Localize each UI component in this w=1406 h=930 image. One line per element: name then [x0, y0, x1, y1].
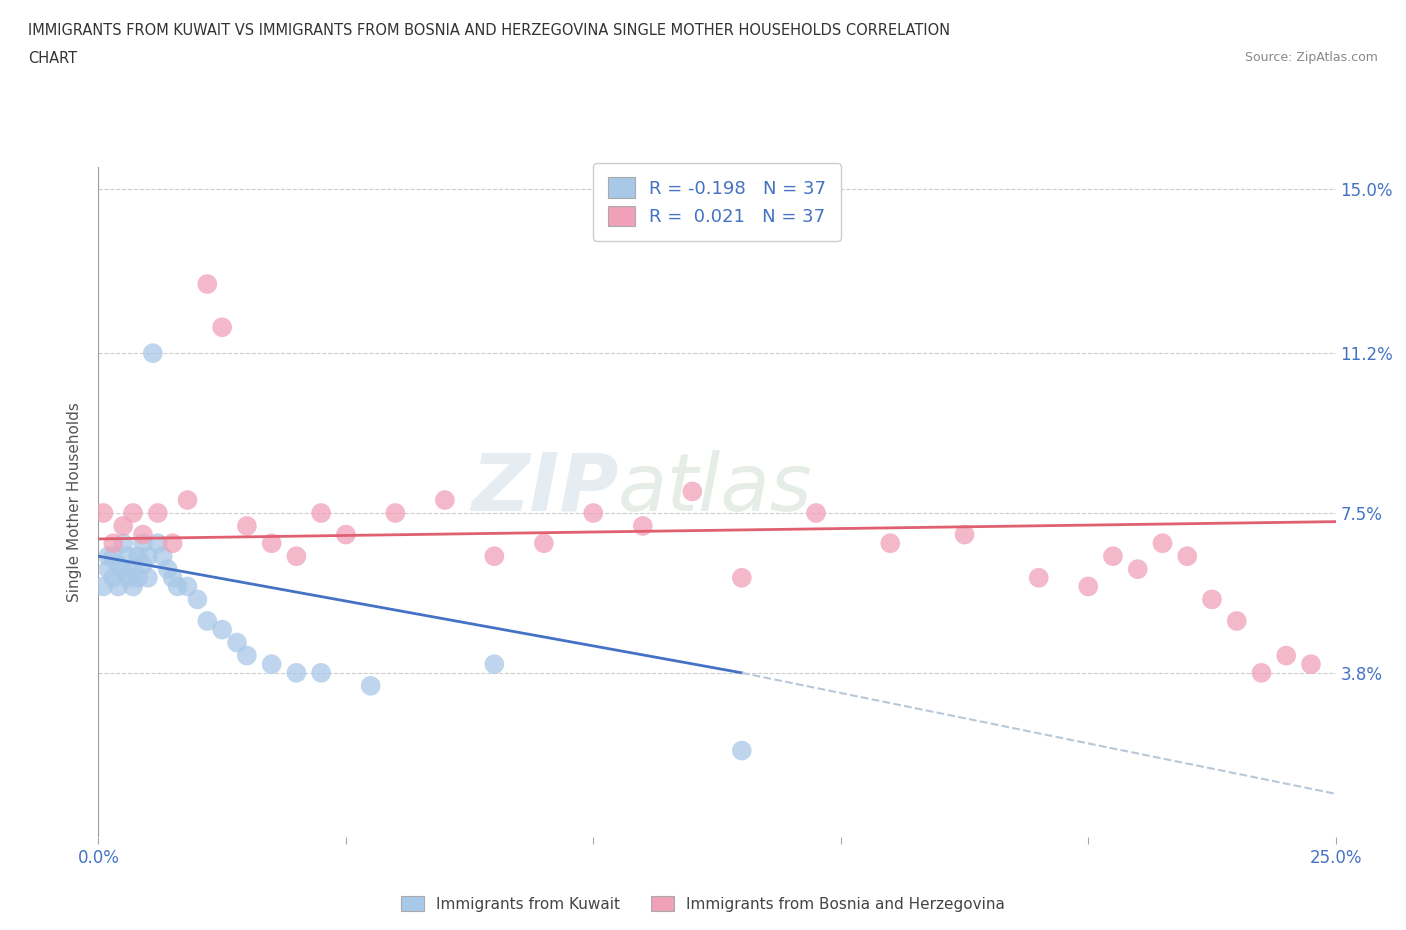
- Point: [731, 570, 754, 585]
- Point: [107, 579, 129, 594]
- Point: [1028, 570, 1050, 585]
- Y-axis label: Single Mother Households: Single Mother Households: [67, 403, 83, 602]
- Point: [226, 635, 249, 650]
- Point: [146, 536, 169, 551]
- Point: [93, 506, 115, 521]
- Point: [260, 657, 283, 671]
- Point: [360, 678, 382, 693]
- Point: [236, 648, 259, 663]
- Point: [156, 562, 179, 577]
- Point: [1126, 562, 1149, 577]
- Point: [142, 346, 165, 361]
- Point: [122, 562, 145, 577]
- Point: [1152, 536, 1174, 551]
- Point: [681, 484, 703, 498]
- Point: [582, 506, 605, 521]
- Point: [260, 536, 283, 551]
- Point: [103, 536, 125, 551]
- Point: [176, 579, 198, 594]
- Point: [132, 557, 155, 572]
- Point: [93, 579, 115, 594]
- Point: [107, 557, 129, 572]
- Point: [309, 665, 332, 680]
- Point: [953, 527, 976, 542]
- Point: [117, 549, 139, 564]
- Legend: Immigrants from Kuwait, Immigrants from Bosnia and Herzegovina: Immigrants from Kuwait, Immigrants from …: [395, 889, 1011, 918]
- Point: [1299, 657, 1322, 671]
- Point: [309, 506, 332, 521]
- Point: [122, 579, 145, 594]
- Point: [166, 579, 188, 594]
- Point: [384, 506, 406, 521]
- Text: atlas: atlas: [619, 450, 813, 528]
- Point: [112, 562, 135, 577]
- Point: [804, 506, 827, 521]
- Point: [1077, 579, 1099, 594]
- Point: [879, 536, 901, 551]
- Legend: R = -0.198   N = 37, R =  0.021   N = 37: R = -0.198 N = 37, R = 0.021 N = 37: [593, 163, 841, 241]
- Point: [335, 527, 357, 542]
- Point: [97, 562, 120, 577]
- Point: [162, 536, 184, 551]
- Point: [136, 570, 159, 585]
- Point: [127, 570, 149, 585]
- Point: [112, 536, 135, 551]
- Point: [136, 549, 159, 564]
- Point: [97, 549, 120, 564]
- Point: [195, 614, 218, 629]
- Point: [1201, 592, 1223, 607]
- Text: CHART: CHART: [28, 51, 77, 66]
- Point: [132, 527, 155, 542]
- Point: [433, 493, 456, 508]
- Point: [211, 320, 233, 335]
- Point: [127, 549, 149, 564]
- Point: [211, 622, 233, 637]
- Point: [195, 276, 218, 291]
- Point: [1102, 549, 1125, 564]
- Point: [103, 570, 125, 585]
- Point: [1226, 614, 1249, 629]
- Point: [484, 657, 506, 671]
- Point: [533, 536, 555, 551]
- Text: IMMIGRANTS FROM KUWAIT VS IMMIGRANTS FROM BOSNIA AND HERZEGOVINA SINGLE MOTHER H: IMMIGRANTS FROM KUWAIT VS IMMIGRANTS FRO…: [28, 23, 950, 38]
- Point: [132, 536, 155, 551]
- Point: [1250, 665, 1272, 680]
- Point: [236, 519, 259, 534]
- Point: [285, 665, 308, 680]
- Point: [631, 519, 654, 534]
- Point: [484, 549, 506, 564]
- Point: [103, 549, 125, 564]
- Point: [1275, 648, 1298, 663]
- Point: [122, 506, 145, 521]
- Point: [117, 570, 139, 585]
- Text: ZIP: ZIP: [471, 450, 619, 528]
- Point: [1175, 549, 1198, 564]
- Text: Source: ZipAtlas.com: Source: ZipAtlas.com: [1244, 51, 1378, 64]
- Point: [285, 549, 308, 564]
- Point: [146, 506, 169, 521]
- Point: [186, 592, 208, 607]
- Point: [162, 570, 184, 585]
- Point: [112, 519, 135, 534]
- Point: [152, 549, 174, 564]
- Point: [731, 743, 754, 758]
- Point: [176, 493, 198, 508]
